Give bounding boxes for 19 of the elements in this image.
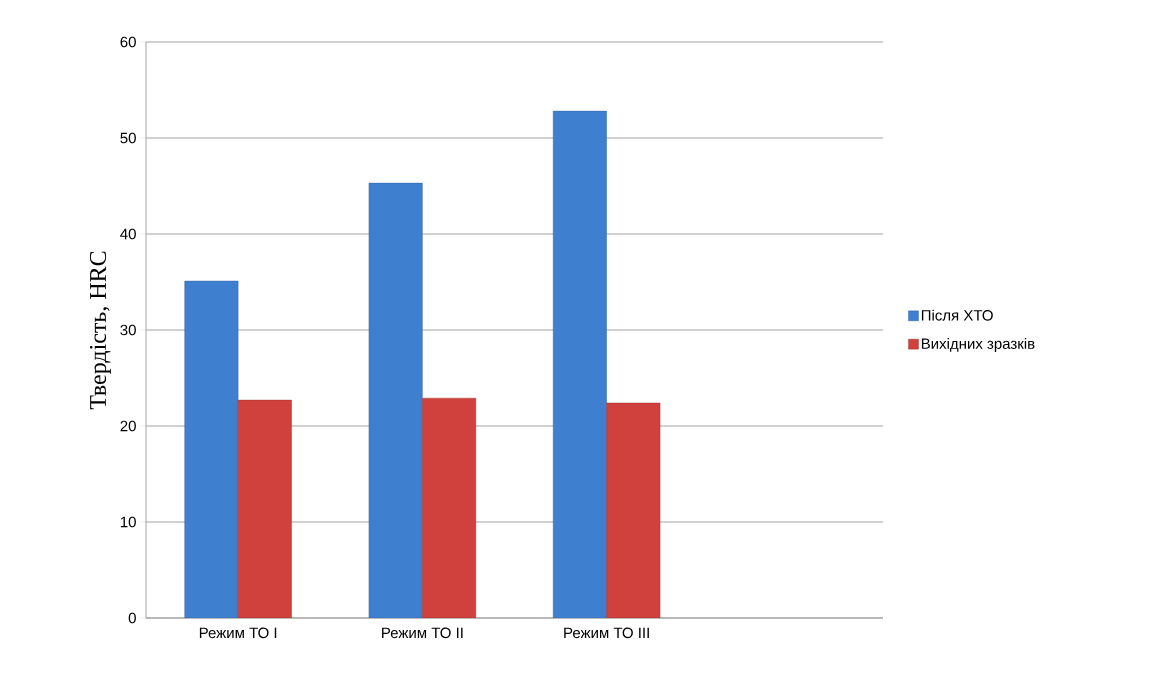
y-tick-label: 20	[120, 420, 136, 432]
x-tick-label: Режим ТО I	[199, 627, 277, 639]
y-tick-label: 50	[120, 132, 136, 144]
y-tick-label: 60	[120, 36, 136, 48]
y-tick-label: 40	[120, 228, 136, 240]
bar	[422, 397, 477, 618]
y-tick-label: 30	[120, 324, 136, 336]
bar	[184, 280, 239, 618]
y-axis-title: Твердість, HRC	[89, 251, 111, 410]
y-tick-label: 10	[120, 516, 136, 528]
bar	[606, 402, 661, 618]
legend-label: Після ХТО	[921, 309, 993, 321]
bar	[553, 110, 607, 618]
bar	[368, 182, 423, 618]
x-tick-label: Режим ТО II	[382, 627, 463, 639]
bar	[237, 399, 292, 618]
y-tick-label: 0	[128, 612, 136, 624]
x-tick-label: Режим ТО III	[564, 627, 649, 639]
legend-label: Вихідних зразків	[921, 337, 1035, 352]
